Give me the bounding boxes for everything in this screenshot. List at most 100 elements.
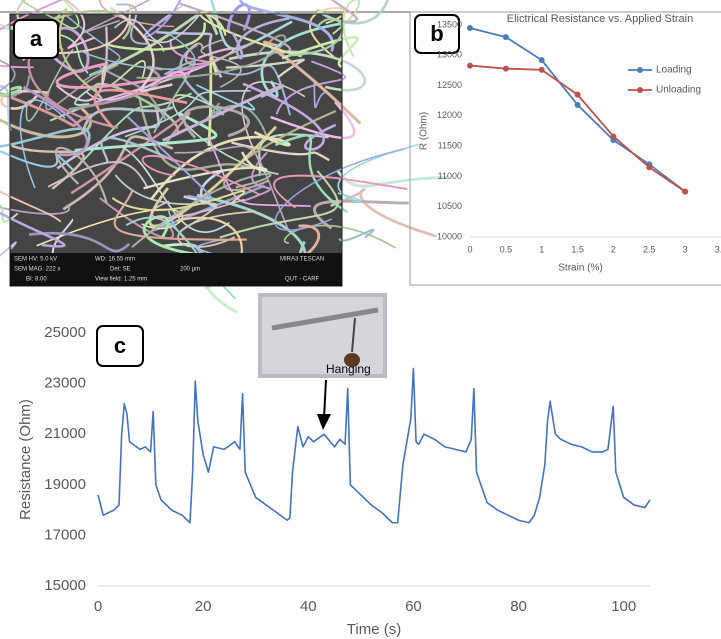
fiber (116, 3, 149, 45)
fiber (111, 189, 246, 212)
fiber (99, 0, 175, 28)
y-axis-title: R (Ohm) (419, 112, 430, 150)
fiber (109, 6, 173, 93)
fiber (0, 149, 74, 171)
panel-label-box (96, 325, 144, 367)
fiber (210, 0, 293, 50)
y-tick-label: 10500 (437, 201, 462, 211)
x-tick-label: 60 (405, 598, 422, 615)
data-point (574, 101, 581, 108)
fiber (120, 145, 230, 233)
y-tick-label: 12500 (437, 80, 462, 90)
sem-info: MIRA3 TESCAN (280, 257, 324, 263)
fiber (241, 81, 306, 174)
fiber (218, 64, 292, 116)
data-point (574, 91, 581, 98)
fiber (0, 211, 66, 248)
panel-label-box (414, 14, 460, 54)
fiber (141, 155, 261, 196)
fiber (0, 75, 30, 96)
inset-photo-inner (262, 297, 383, 374)
fiber (47, 161, 149, 189)
inset-weight (344, 353, 360, 367)
fiber (332, 0, 360, 58)
fiber (0, 127, 91, 151)
fiber (281, 36, 359, 68)
x-tick-label: 100 (611, 598, 636, 615)
x-tick-label: 2.5 (643, 244, 656, 254)
fiber (49, 84, 96, 122)
fiber (0, 190, 62, 223)
x-tick-label: 2 (611, 244, 616, 254)
data-point (682, 188, 689, 195)
y-tick-label: 13500 (437, 19, 462, 29)
fiber (335, 169, 448, 188)
fiber (81, 105, 174, 135)
panel-label: b (430, 21, 443, 46)
data-line (469, 64, 686, 193)
fiber (270, 101, 356, 140)
fiber (100, 136, 177, 164)
fiber (81, 0, 151, 34)
x-tick-label: 3.5 (715, 244, 721, 254)
fiber (131, 172, 272, 248)
fiber (204, 102, 268, 137)
fiber (275, 60, 346, 115)
fiber (313, 82, 328, 109)
fiber (39, 8, 97, 93)
fiber (53, 0, 80, 29)
x-tick-label: 3 (683, 244, 688, 254)
x-tick-label: 1 (539, 244, 544, 254)
annotation-arrow (323, 379, 327, 419)
fiber (151, 198, 245, 219)
fiber (19, 99, 66, 189)
y-tick-label: 12000 (437, 110, 462, 120)
y-tick-label: 10000 (437, 231, 462, 241)
x-tick-label: 0 (94, 598, 102, 615)
y-axis-title: Resistance (Ohm) (17, 399, 34, 520)
sem-info: BI: 8.00 (26, 277, 47, 283)
data-point (467, 25, 473, 32)
fiber (114, 13, 201, 44)
x-axis-title: Time (s) (347, 621, 401, 638)
chart-title: Elictrical Resistance vs. Applied Strain (507, 13, 693, 25)
fiber (93, 88, 188, 129)
fiber (0, 241, 17, 257)
fiber (207, 56, 218, 147)
x-tick-label: 40 (300, 598, 317, 615)
y-tick-label: 19000 (44, 476, 86, 493)
data-point (502, 34, 509, 41)
fiber (104, 22, 206, 51)
x-tick-label: 0.5 (500, 244, 513, 254)
sem-info: WD: 16.55 mm (95, 257, 135, 263)
fiber (85, 71, 187, 101)
annotation: Hanging (326, 362, 371, 376)
data-line (469, 27, 686, 193)
sem-info: SEM MAG: 222 x (14, 267, 60, 273)
fiber (138, 98, 249, 171)
fiber (79, 33, 196, 70)
data-point (538, 57, 545, 64)
fiber (0, 27, 89, 74)
legend-label: Unloading (656, 85, 701, 96)
fiber (22, 85, 89, 157)
y-tick-label: 17000 (44, 526, 86, 543)
sem-info: Det: SE (110, 267, 131, 273)
info-bar (10, 253, 342, 286)
data-point (467, 62, 473, 69)
fiber (330, 0, 358, 23)
fiber (64, 14, 121, 82)
fiber (98, 65, 167, 121)
fiber (88, 11, 219, 78)
fiber (330, 187, 437, 238)
legend-marker (637, 87, 643, 93)
x-axis-title: Strain (%) (558, 263, 602, 274)
fiber (0, 204, 19, 223)
y-tick-label: 11500 (438, 141, 462, 151)
fiber (273, 174, 408, 209)
fiber (196, 84, 256, 111)
x-tick-label: 1.5 (571, 244, 584, 254)
fiber (200, 39, 242, 88)
